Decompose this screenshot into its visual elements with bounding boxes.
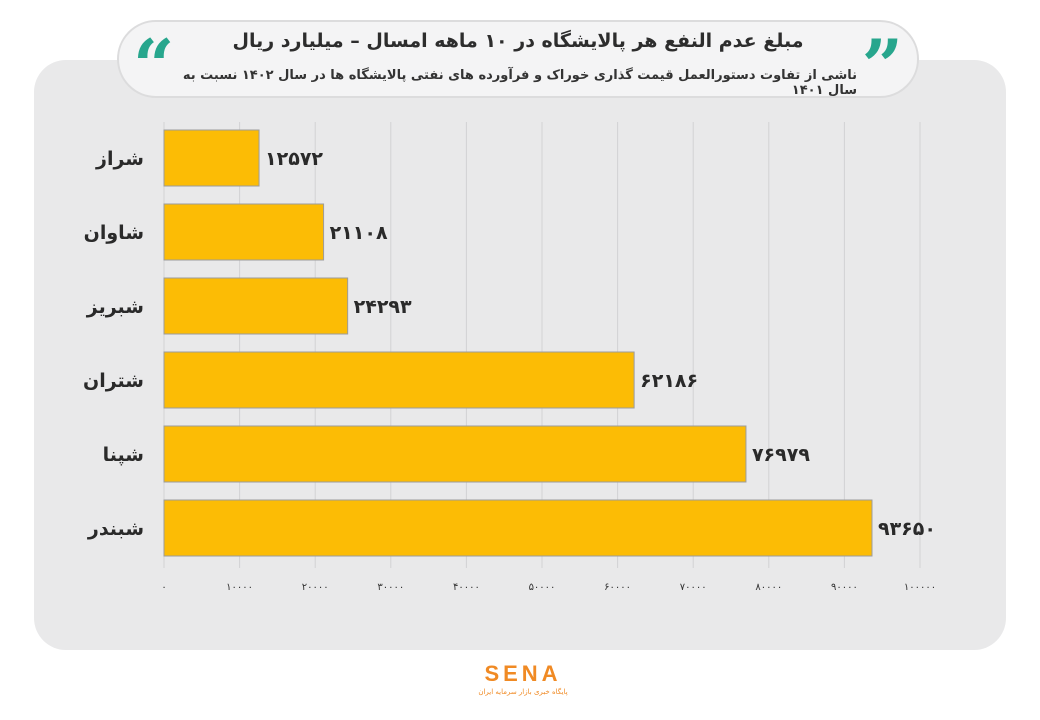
category-label: شبندر: [87, 518, 144, 540]
x-tick-label: ۶۰۰۰۰: [604, 582, 631, 593]
quote-open-icon: “: [133, 23, 175, 108]
bar: [163, 351, 635, 409]
x-tick-label: ۱۰۰۰۰۰: [904, 582, 936, 593]
category-label: شبریز: [86, 296, 144, 318]
chart-header: “ مبلغ عدم النفع هر پالایشگاه در ۱۰ ماهه…: [117, 20, 919, 102]
x-tick-label: ۰: [161, 582, 166, 593]
data-label: ۷۶۹۷۹: [752, 444, 810, 466]
sena-logo: SENA پایگاه خبری بازار سرمایه ایران: [478, 662, 568, 708]
x-tick-label: ۸۰۰۰۰: [755, 582, 782, 593]
x-tick-label: ۱۰۰۰۰: [226, 582, 253, 593]
category-label: شراز: [95, 148, 144, 170]
category-label: شتران: [83, 370, 144, 392]
category-label: شپنا: [103, 444, 144, 466]
quote-close-icon: ”: [861, 23, 903, 108]
bar: [163, 129, 260, 187]
data-label: ۹۳۶۵۰: [878, 518, 936, 540]
chart-title: مبلغ عدم النفع هر پالایشگاه در ۱۰ ماهه ا…: [232, 30, 804, 52]
data-label: ۲۱۱۰۸: [330, 222, 388, 244]
category-label: شاوان: [84, 222, 144, 244]
x-tick-label: ۷۰۰۰۰: [680, 582, 707, 593]
bar: [163, 425, 747, 483]
logo-subtext: پایگاه خبری بازار سرمایه ایران: [478, 688, 568, 696]
chart-subtitle: ناشی از تفاوت دستورالعمل قیمت گذاری خورا…: [182, 68, 857, 98]
x-tick-label: ۹۰۰۰۰: [831, 582, 858, 593]
bar: [163, 277, 349, 335]
data-label: ۶۲۱۸۶: [640, 370, 698, 392]
data-label: ۱۲۵۷۲: [265, 148, 323, 170]
x-tick-label: ۳۰۰۰۰: [377, 582, 404, 593]
x-tick-label: ۲۰۰۰۰: [302, 582, 329, 593]
logo-text: SENA: [484, 661, 562, 686]
x-tick-label: ۵۰۰۰۰: [529, 582, 556, 593]
x-tick-label: ۴۰۰۰۰: [453, 582, 480, 593]
bar: [163, 499, 873, 557]
bar: [163, 203, 325, 261]
data-label: ۲۴۲۹۳: [354, 296, 412, 318]
